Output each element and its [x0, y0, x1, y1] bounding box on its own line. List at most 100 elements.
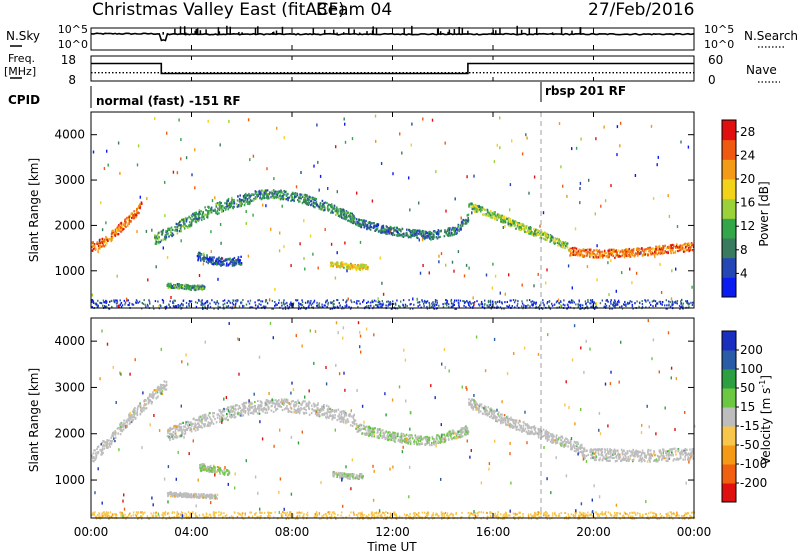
range-cell — [601, 254, 603, 257]
range-cell — [529, 226, 532, 229]
range-cell — [105, 300, 107, 303]
range-cell — [503, 215, 506, 218]
range-cell — [206, 254, 208, 257]
range-cell — [333, 303, 335, 306]
range-cell — [219, 417, 221, 420]
range-cell — [271, 190, 273, 193]
range-cell — [291, 196, 293, 199]
range-cell — [432, 233, 435, 236]
range-cell — [185, 429, 187, 432]
range-cell — [637, 252, 639, 255]
range-cell — [173, 426, 175, 430]
range-cell — [416, 436, 418, 440]
range-cell — [681, 248, 684, 251]
range-cell — [577, 254, 579, 257]
range-cell — [141, 408, 143, 411]
range-cell — [321, 405, 324, 409]
range-cell — [229, 415, 231, 418]
range-cell — [100, 302, 102, 304]
range-cell — [154, 234, 156, 237]
range-cell — [164, 180, 166, 184]
range-cell — [156, 237, 159, 240]
colorbar-segment — [722, 179, 736, 200]
beam-label: Beam 04 — [316, 0, 392, 20]
range-cell — [523, 227, 526, 230]
range-cell — [249, 158, 251, 162]
range-cell — [628, 247, 631, 251]
range-cell — [380, 227, 383, 230]
range-cell — [501, 301, 503, 304]
range-cell — [462, 218, 464, 222]
range-cell — [380, 225, 383, 228]
range-cell — [275, 408, 277, 411]
range-cell — [649, 246, 651, 249]
range-cell — [444, 141, 446, 145]
range-cell — [203, 217, 205, 220]
range-cell — [414, 434, 417, 437]
range-cell — [228, 206, 231, 209]
range-cell — [239, 259, 242, 262]
range-cell — [220, 241, 222, 245]
range-cell — [116, 305, 118, 308]
range-cell — [308, 401, 311, 404]
range-cell — [584, 300, 587, 303]
range-cell — [188, 215, 190, 218]
range-cell — [655, 250, 657, 253]
range-cell — [410, 143, 412, 147]
range-cell — [339, 210, 342, 213]
range-cell — [537, 229, 539, 232]
range-cell — [434, 299, 437, 301]
range-cell — [605, 304, 608, 307]
range-cell — [501, 221, 503, 224]
range-cell — [642, 254, 644, 257]
range-cell — [301, 408, 303, 411]
power-frame — [90, 111, 695, 309]
range-cell — [426, 305, 428, 308]
range-cell — [457, 299, 460, 302]
range-cell — [206, 214, 209, 218]
range-cell — [559, 244, 562, 247]
range-cell — [194, 220, 197, 223]
range-cell — [266, 189, 269, 192]
range-cell — [230, 408, 232, 411]
range-cell — [355, 427, 357, 430]
range-cell — [206, 301, 209, 304]
range-cell — [613, 301, 615, 304]
range-cell — [157, 385, 159, 388]
range-cell — [349, 412, 351, 416]
range-cell — [636, 247, 638, 250]
range-cell — [319, 202, 322, 205]
range-cell — [157, 237, 160, 240]
range-cell — [206, 255, 208, 258]
range-cell — [523, 225, 526, 228]
range-cell — [318, 303, 320, 306]
range-cell — [646, 247, 649, 251]
range-cell — [215, 205, 218, 208]
range-cell — [134, 214, 136, 217]
range-cell — [153, 389, 156, 392]
range-cell — [346, 269, 348, 273]
range-cell — [388, 303, 390, 306]
range-cell — [175, 222, 178, 225]
range-cell — [641, 249, 644, 252]
range-cell — [131, 303, 134, 306]
range-cell — [355, 223, 358, 226]
range-cell — [231, 415, 234, 418]
range-cell — [491, 215, 493, 218]
range-cell — [321, 205, 323, 208]
range-cell — [187, 285, 190, 288]
range-cell — [138, 212, 140, 215]
colorbar-tick-label: 12 — [740, 219, 755, 233]
range-cell — [545, 238, 547, 242]
range-cell — [290, 194, 292, 197]
range-cell — [516, 224, 519, 227]
range-cell — [251, 406, 253, 409]
range-cell — [676, 302, 678, 305]
range-cell — [591, 252, 594, 255]
range-cell — [112, 233, 115, 236]
range-cell — [384, 231, 387, 234]
range-cell — [455, 432, 457, 435]
range-cell — [199, 415, 201, 418]
range-cell — [653, 248, 656, 251]
range-cell — [161, 392, 164, 396]
